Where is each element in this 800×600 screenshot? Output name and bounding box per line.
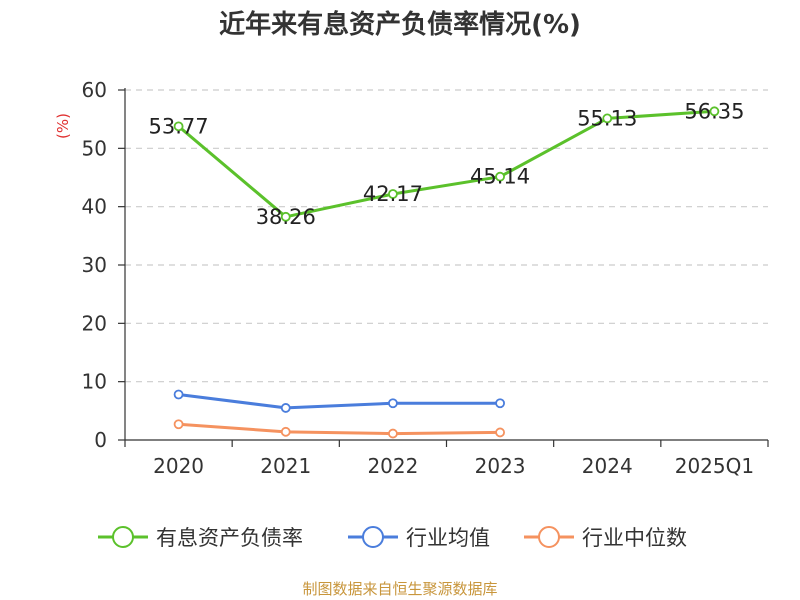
- data-point[interactable]: [388, 189, 398, 199]
- legend-label: 行业均值: [406, 526, 490, 550]
- y-tick-label: 20: [82, 311, 107, 335]
- legend-marker-icon: [112, 526, 134, 548]
- y-tick-label: 50: [82, 136, 107, 160]
- chart-title: 近年来有息资产负债率情况(%): [219, 9, 581, 40]
- data-label: 53.77: [149, 114, 209, 138]
- y-tick-label: 0: [94, 428, 107, 452]
- source-note: 制图数据来自恒生聚源数据库: [302, 580, 497, 598]
- data-labels: 53.77 38.26 42.17 45.14 55.13 56.35: [149, 99, 745, 229]
- data-point[interactable]: [602, 113, 613, 124]
- data-point[interactable]: [280, 211, 291, 222]
- data-label: 38.26: [256, 205, 316, 229]
- legend[interactable]: 有息资产负债率 行业均值 行业中位数: [98, 526, 687, 550]
- legend-item-0[interactable]: 有息资产负债率: [98, 526, 303, 550]
- data-point[interactable]: [280, 426, 291, 437]
- data-label: 42.17: [363, 182, 423, 206]
- data-label: 45.14: [470, 165, 530, 189]
- series-line-2: [178, 422, 501, 436]
- data-point[interactable]: [173, 389, 184, 400]
- grid-lines: [125, 89, 768, 383]
- x-tick-label: 2020: [153, 454, 204, 478]
- x-tick-label: 2022: [367, 454, 418, 478]
- y-tick-label: 60: [82, 78, 107, 102]
- legend-marker-icon: [538, 526, 560, 548]
- y-tick-label: 10: [82, 370, 107, 394]
- legend-item-1[interactable]: 行业均值: [348, 526, 490, 550]
- axes: 0 10 20 30 40 50 60 2020 2021 2022 2023 2024 2025Q1: [82, 78, 769, 478]
- series-line-1: [178, 393, 501, 410]
- x-tick-label: 2025Q1: [675, 454, 754, 478]
- data-point[interactable]: [280, 403, 291, 413]
- data-point[interactable]: [388, 398, 398, 409]
- x-tick-label: 2024: [582, 454, 633, 478]
- legend-item-2[interactable]: 行业中位数: [524, 526, 687, 550]
- data-point[interactable]: [495, 171, 505, 182]
- data-point[interactable]: [495, 427, 505, 438]
- data-point[interactable]: [173, 419, 184, 430]
- x-tick-label: 2021: [260, 454, 311, 478]
- legend-marker-icon: [362, 526, 384, 548]
- x-tick-label: 2023: [475, 454, 526, 478]
- series-layer: [173, 106, 720, 439]
- data-point[interactable]: [709, 106, 720, 117]
- y-axis-unit: (%): [54, 113, 72, 139]
- data-label: 56.35: [684, 99, 744, 123]
- legend-label: 行业中位数: [582, 526, 687, 550]
- data-point[interactable]: [173, 121, 184, 132]
- data-point[interactable]: [495, 398, 505, 409]
- data-label: 55.13: [577, 106, 637, 130]
- y-tick-label: 40: [82, 195, 107, 219]
- data-point[interactable]: [388, 428, 398, 439]
- y-tick-label: 30: [82, 253, 107, 277]
- legend-label: 有息资产负债率: [156, 526, 303, 550]
- series-line-0: [177, 109, 715, 219]
